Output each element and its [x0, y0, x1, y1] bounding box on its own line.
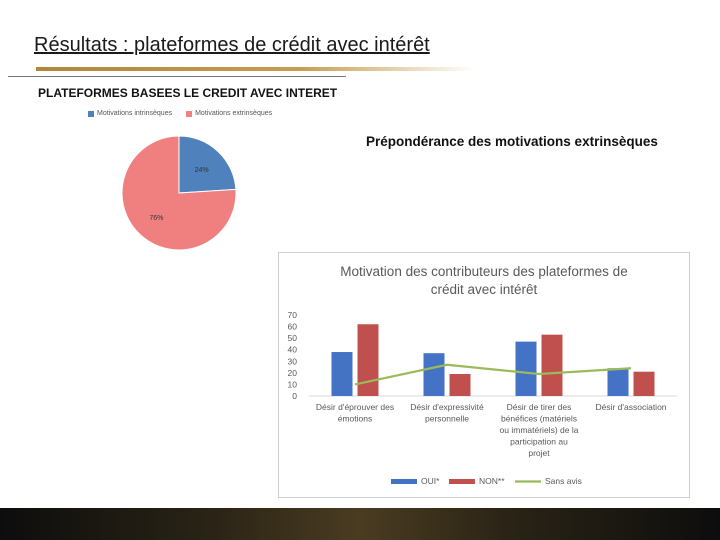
title-underline-rule — [36, 67, 476, 71]
bar-chart-title-line-1: Motivation des contributeurs des platefo… — [340, 264, 628, 279]
legend-label-oui: OUI* — [421, 476, 440, 486]
bar-non-1 — [449, 374, 471, 396]
bar-oui-1 — [423, 353, 445, 396]
y-tick-label-1: 60 — [288, 322, 298, 332]
pie-legend-label-extrinsic: Motivations extrinsèques — [195, 110, 273, 117]
divider-rule — [8, 76, 346, 77]
x-category-label-2-line-0: Désir de tirer des — [507, 402, 572, 412]
bar-non-2 — [541, 334, 563, 396]
legend-swatch-non — [449, 479, 475, 484]
bar-chart-panel: Motivation des contributeurs des platefo… — [278, 252, 690, 498]
y-tick-label-5: 20 — [288, 368, 298, 378]
slide-title: Résultats : plateformes de crédit avec i… — [34, 34, 430, 56]
y-tick-label-0: 70 — [288, 310, 298, 320]
bar-non-3 — [633, 371, 655, 396]
pie-legend: Motivations intrinsèques Motivations ext… — [88, 110, 272, 117]
x-category-label-2-line-3: participation au — [510, 437, 568, 447]
x-category-label-2-line-4: projet — [528, 448, 550, 458]
pie-slice-extrinsic — [121, 136, 237, 251]
x-category-label-2-line-2: ou immatériels) de la — [500, 425, 579, 435]
x-category-label-3-line-0: Désir d'association — [595, 402, 666, 412]
bar-chart-title-line-2: crédit avec intérêt — [430, 282, 538, 297]
y-tick-label-4: 30 — [288, 356, 298, 366]
y-tick-label-2: 50 — [288, 333, 298, 343]
legend-label-non: NON** — [479, 476, 505, 486]
pie-legend-swatch-blue — [88, 110, 94, 117]
x-category-label-0-line-0: Désir d'éprouver des — [316, 402, 394, 412]
bar-chart-title: Motivation des contributeurs des platefo… — [279, 263, 689, 299]
pie-legend-item-intrinsic: Motivations intrinsèques — [88, 110, 172, 117]
pie-slice-intrinsic — [178, 136, 237, 194]
bar-oui-0 — [331, 352, 353, 396]
pie-legend-item-extrinsic: Motivations extrinsèques — [186, 110, 272, 117]
pie-chart-heading: PLATEFORMES BASEES LE CREDIT AVEC INTERE… — [38, 86, 338, 100]
y-tick-label-7: 0 — [292, 391, 297, 401]
bar-oui-2 — [515, 341, 537, 396]
pie-legend-swatch-red — [186, 110, 193, 117]
pie-data-label-1: 76% — [149, 215, 163, 222]
pie-data-label-0: 24% — [195, 167, 209, 174]
pie-chart: 24% 76% — [121, 136, 237, 251]
legend-swatch-oui — [391, 479, 417, 484]
x-category-label-0-line-1: émotions — [338, 414, 373, 424]
x-category-label-2-line-1: bénéfices (matériels — [501, 414, 577, 424]
y-tick-label-3: 40 — [288, 345, 298, 355]
legend-label-sans-avis: Sans avis — [545, 476, 582, 486]
bar-non-0 — [357, 324, 379, 396]
pie-legend-label-intrinsic: Motivations intrinsèques — [97, 110, 173, 117]
x-category-label-1-line-0: Désir d'expressivité — [410, 402, 484, 412]
extrinsic-preponderance-note: Prépondérance des motivations extrinsèqu… — [366, 134, 658, 149]
y-tick-label-6: 10 — [288, 379, 298, 389]
bar-oui-3 — [607, 368, 629, 396]
footer-band — [0, 508, 720, 540]
line-series-sans-avis — [354, 363, 632, 386]
x-category-label-1-line-1: personnelle — [425, 414, 469, 424]
